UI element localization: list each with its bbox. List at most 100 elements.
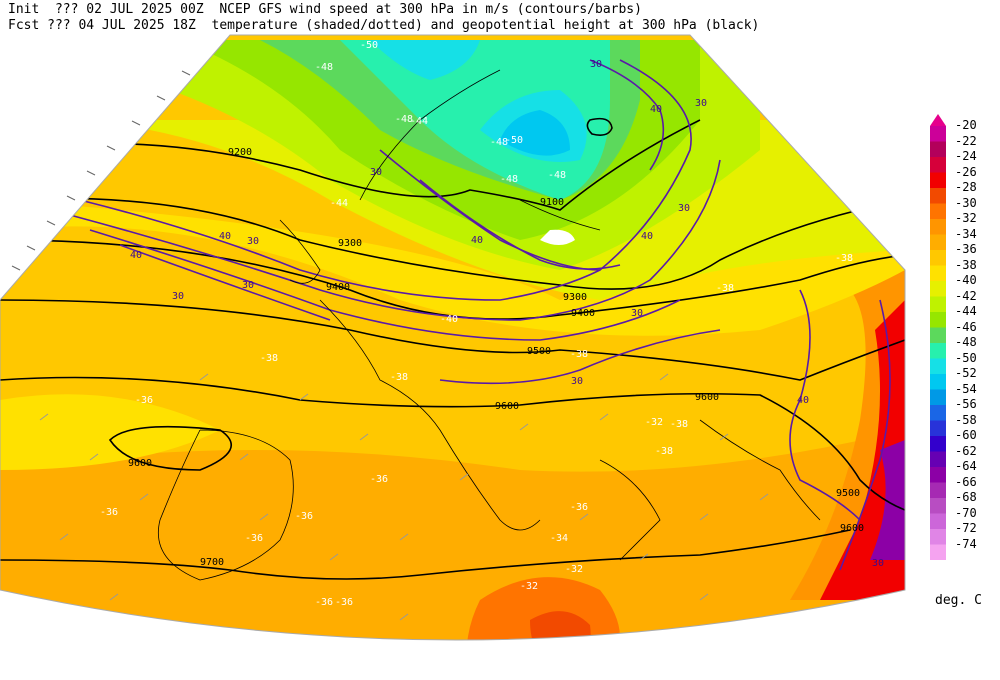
legend-swatch (930, 219, 946, 235)
legend-label: -54 (955, 381, 977, 396)
legend-swatch (930, 358, 946, 374)
legend-swatch (930, 281, 946, 297)
height-label: 9100 (540, 197, 564, 208)
temp-field-band (0, 200, 905, 336)
wind-labels: 30 30 30 40 30 40 40 30 30 40 30 30 40 30 40 30 (130, 59, 884, 569)
legend-top-arrow (930, 114, 946, 126)
temperature-label: -32 (565, 564, 583, 575)
wind-label: 30 (631, 308, 643, 319)
wind-label: 40 (797, 395, 809, 406)
temperature-label: -38 (260, 353, 278, 364)
temperature-label: -36 (570, 502, 588, 513)
wind-label: 30 (370, 167, 382, 178)
legend-swatch (930, 498, 946, 514)
height-label: 9200 (228, 147, 252, 158)
wind-label: 30 (571, 376, 583, 387)
legend-label: -62 (955, 443, 977, 458)
height-label: 9400 (571, 308, 595, 319)
wind-label: 30 (695, 98, 707, 109)
legend-swatch (930, 389, 946, 405)
legend-swatch (930, 188, 946, 204)
legend-label: -40 (955, 273, 977, 287)
temperature-labels: -50-48-48-50-48-48-48-44-44-40-38-38-38-… (100, 40, 853, 608)
legend-swatch (930, 405, 946, 421)
height-label: 9700 (200, 557, 224, 568)
temperature-label: -36 (315, 597, 333, 608)
legend-label: -70 (955, 505, 977, 520)
init-line: Init ??? 02 JUL 2025 00Z NCEP GFS wind s… (8, 2, 642, 17)
height-labels: 9200 9300 9400 9100 9300 9400 9500 9600 9600 9600… (128, 147, 864, 568)
legend-swatch (930, 250, 946, 266)
legend-swatch (930, 172, 946, 188)
legend-swatch (930, 312, 946, 328)
temperature-label: -48 (395, 114, 413, 125)
temperature-label: -36 (295, 511, 313, 522)
forecast-line: Fcst ??? 04 JUL 2025 18Z temperature (sh… (8, 18, 760, 33)
height-label: 9600 (695, 392, 719, 403)
height-label: 9500 (527, 346, 551, 357)
legend-swatch (930, 513, 946, 529)
legend-label: -24 (955, 149, 977, 163)
temperature-label: -40 (440, 314, 458, 325)
legend-label: -38 (955, 257, 977, 272)
temperature-label: -48 (548, 170, 566, 181)
height-label: 9600 (495, 401, 519, 412)
temperature-label: -50 (360, 40, 378, 51)
legend-label: -50 (955, 350, 977, 365)
legend-label: -26 (955, 164, 977, 179)
temperature-label: -34 (550, 533, 568, 544)
legend-label: -20 (955, 118, 977, 132)
legend-swatch (930, 544, 946, 560)
temperature-label: -44 (410, 116, 428, 127)
legend-label: -64 (955, 459, 977, 473)
legend-label: -28 (955, 180, 977, 194)
legend-label: -56 (955, 397, 977, 411)
color-legend (930, 114, 946, 560)
legend-swatch (930, 157, 946, 173)
map-boundary (0, 34, 906, 641)
temperature-label: -38 (716, 283, 734, 294)
legend-label: -34 (955, 226, 977, 241)
temperature-label: -32 (645, 417, 663, 428)
legend-label: -58 (955, 412, 977, 427)
legend-label: -72 (955, 521, 977, 535)
temperature-label: -32 (520, 581, 538, 592)
temperature-label: -38 (390, 372, 408, 383)
height-label: 9600 (128, 458, 152, 469)
temperature-label: -36 (245, 533, 263, 544)
weather-map: -50-48-48-50-48-48-48-44-44-40-38-38-38-… (0, 34, 906, 641)
height-label: 9600 (840, 523, 864, 534)
legend-label: -48 (955, 335, 977, 349)
temperature-label: -48 (490, 137, 508, 148)
temperature-label: -36 (100, 507, 118, 518)
legend-label: -52 (955, 366, 977, 380)
legend-label: -42 (955, 288, 977, 303)
temperature-label: -36 (335, 597, 353, 608)
wind-label: 40 (641, 231, 653, 242)
wind-label: 40 (471, 235, 483, 246)
wind-label: 40 (219, 231, 231, 242)
temperature-label: -36 (135, 395, 153, 406)
wind-label: 30 (247, 236, 259, 247)
legend-label: -32 (955, 211, 977, 225)
temperature-label: -44 (330, 198, 348, 209)
legend-swatch (930, 343, 946, 359)
legend-swatch (930, 265, 946, 281)
wind-label: 30 (678, 203, 690, 214)
wind-label: 30 (242, 280, 254, 291)
height-label: 9500 (836, 488, 860, 499)
legend-label: -46 (955, 319, 977, 334)
wind-label: 40 (130, 250, 142, 261)
legend-label: -60 (955, 428, 977, 442)
west-barbs (11, 70, 191, 271)
legend-label: -74 (955, 536, 977, 551)
legend-swatch (930, 436, 946, 452)
temperature-label: -48 (500, 174, 518, 185)
height-label: 9300 (563, 292, 587, 303)
legend-swatch (930, 203, 946, 219)
legend-units: deg. C (935, 593, 982, 608)
temperature-label: -48 (315, 62, 333, 73)
legend-label: -36 (955, 242, 977, 256)
wind-label: 30 (872, 558, 884, 569)
temperature-label: -38 (655, 446, 673, 457)
